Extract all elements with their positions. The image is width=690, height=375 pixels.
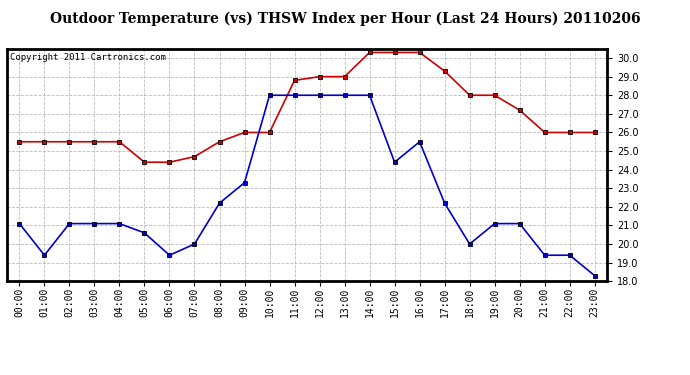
Text: Outdoor Temperature (vs) THSW Index per Hour (Last 24 Hours) 20110206: Outdoor Temperature (vs) THSW Index per … xyxy=(50,11,640,26)
Text: Copyright 2011 Cartronics.com: Copyright 2011 Cartronics.com xyxy=(10,53,166,62)
